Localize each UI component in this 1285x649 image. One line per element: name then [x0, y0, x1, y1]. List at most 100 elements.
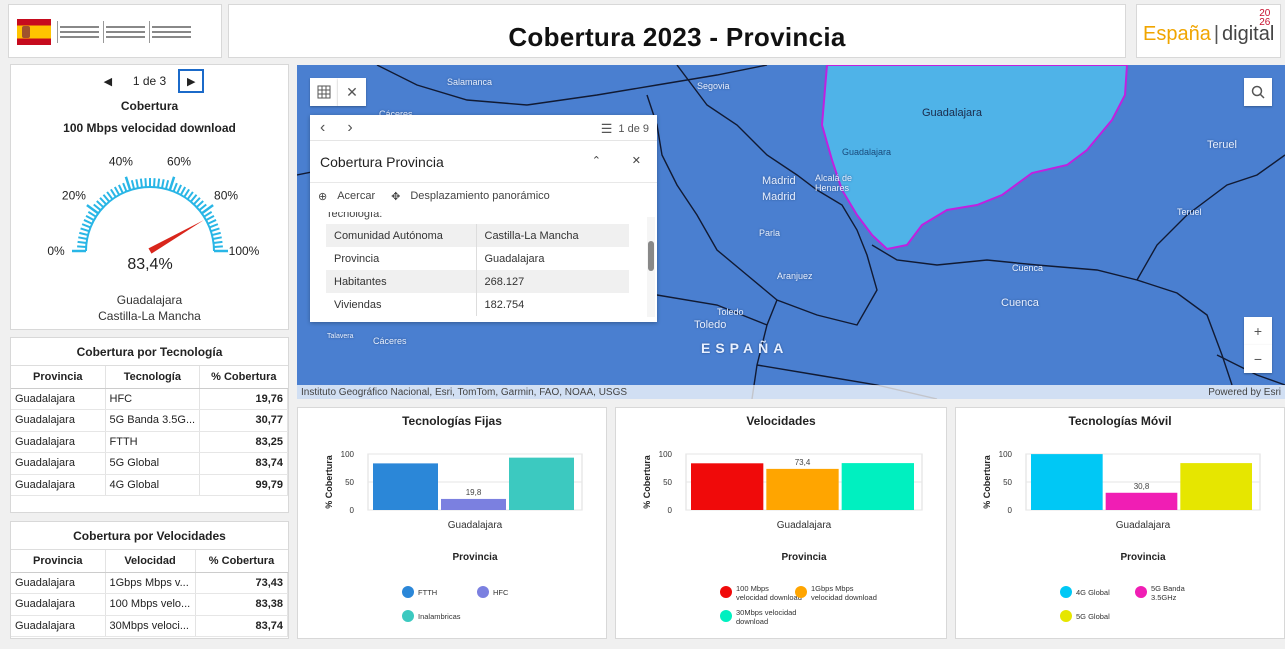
legend-swatch[interactable] [795, 586, 807, 598]
zoom-to-button[interactable]: Acercar [337, 190, 376, 202]
legend-label[interactable]: 1Gbps Mbps velocidad download [811, 584, 877, 602]
legend-swatch[interactable] [477, 586, 489, 598]
gauge-tick [198, 203, 207, 211]
guadalajara-province-shape[interactable] [820, 65, 1129, 251]
grid-icon [317, 85, 331, 99]
popup-next-button[interactable]: › [347, 118, 353, 136]
map-view[interactable]: Salamanca Segovia Cáceres Guadalajara Gu… [297, 65, 1285, 399]
powered-by-esri[interactable]: Powered by Esri [1208, 386, 1281, 398]
legend-swatch[interactable] [720, 610, 732, 622]
bar[interactable] [841, 463, 914, 510]
legend-label[interactable]: 5G Global [1076, 612, 1110, 621]
pan-button[interactable]: Desplazamiento panorámico [410, 190, 550, 202]
popup-prev-button[interactable]: ‹ [320, 118, 326, 136]
table-row[interactable]: Guadalajara HFC 19,76 [11, 388, 288, 410]
bar[interactable] [1031, 454, 1103, 510]
table-row[interactable]: Guadalajara 5G Banda 3.5G... 30,77 [11, 409, 288, 432]
popup-nav: ‹ › ☰ 1 de 9 [310, 115, 657, 141]
legend-label[interactable]: 5G Banda 3.5GHz [1151, 584, 1186, 602]
gauge-tick [83, 219, 93, 225]
y-axis-label: % Cobertura [324, 454, 334, 509]
column-header[interactable]: Velocidad [105, 550, 196, 573]
map-label: Henares [815, 183, 850, 193]
legend-swatch[interactable] [402, 610, 414, 622]
gauge-tick [99, 197, 107, 206]
legend-label[interactable]: 100 Mbps velocidad download [736, 584, 802, 602]
legend-swatch[interactable] [1060, 586, 1072, 598]
table-row[interactable]: Guadalajara 1Gbps Mbps v... 73,43 [11, 572, 288, 594]
map-label: Madrid [762, 175, 796, 187]
gauge-tick [168, 176, 176, 191]
popup-close-icon[interactable]: ✕ [631, 155, 641, 167]
gauge-dial: 0% 20% 40% 60% 80% 100% 83,4% [47, 155, 259, 273]
gauge-title: Cobertura [120, 99, 179, 113]
column-header[interactable]: % Cobertura [199, 366, 288, 389]
legend-label[interactable]: 30Mbps velocidad download [736, 608, 796, 626]
y-axis-label: % Cobertura [982, 454, 992, 509]
map-label: Cáceres [379, 109, 413, 119]
zoom-to-icon[interactable]: ⊕ [318, 190, 328, 203]
y-tick-label: 100 [999, 450, 1013, 459]
ministry-logo-panel [8, 4, 222, 58]
legend-swatch[interactable] [720, 586, 732, 598]
page-indicator: 1 de 3 [132, 74, 167, 88]
table-row[interactable]: Guadalajara FTTH 83,25 [11, 431, 288, 453]
map-canvas[interactable] [297, 65, 1285, 399]
basemap-toggle-button[interactable] [310, 78, 338, 106]
table-row[interactable]: Guadalajara 100 Mbps velo... 83,38 [11, 593, 288, 616]
y-tick-label: 0 [350, 506, 355, 515]
legend-label[interactable]: HFC [493, 588, 509, 597]
legend-swatch[interactable] [402, 586, 414, 598]
bar[interactable] [1105, 492, 1178, 510]
legend-label[interactable]: Inalambricas [418, 612, 461, 621]
legend-label[interactable]: 4G Global [1076, 588, 1110, 597]
bar-data-label: 73,4 [795, 458, 811, 467]
x-axis-label: Provincia [452, 552, 497, 563]
collapse-icon[interactable]: ⌃ [591, 155, 601, 167]
zoom-in-button[interactable]: + [1244, 317, 1272, 345]
y-tick-label: 100 [659, 450, 673, 459]
prev-page-button[interactable]: ◀ [103, 75, 113, 88]
legend-swatch[interactable] [1060, 610, 1072, 622]
gauge-tick [211, 231, 221, 237]
column-header[interactable]: Tecnología [105, 366, 201, 389]
column-header[interactable]: Provincia [11, 366, 106, 389]
bar[interactable] [373, 463, 438, 510]
gauge-tick [179, 186, 187, 196]
x-tick-label: Guadalajara [448, 520, 503, 531]
gauge-tick-label: 0% [47, 244, 65, 258]
gauge-tick [78, 236, 88, 240]
ministry-text-logo [57, 21, 191, 43]
bar[interactable] [691, 463, 764, 510]
map-label: Toledo [717, 307, 744, 317]
x-tick-label: Guadalajara [1116, 520, 1171, 531]
zoom-out-button[interactable]: − [1244, 345, 1272, 373]
bar[interactable] [766, 468, 839, 510]
coverage-by-technology-table: Cobertura por Tecnología Provincia Tecno… [10, 337, 289, 513]
feature-popup[interactable]: ‹ › ☰ 1 de 9 Cobertura Provincia ⌃ ✕ ⊕ A… [310, 115, 657, 322]
pan-icon[interactable]: ✥ [391, 190, 401, 203]
fixed-technologies-chart: Tecnologías Fijas 0 50 100 % Cobertura 19,8 G… [297, 407, 607, 639]
column-header[interactable]: % Cobertura [195, 550, 288, 573]
table-row[interactable]: Guadalajara 5G Global 83,74 [11, 452, 288, 475]
legend-label[interactable]: FTTH [418, 588, 437, 597]
gauge-tick [122, 182, 128, 192]
popup-feature-count[interactable]: ☰ 1 de 9 [600, 121, 649, 136]
table-row: Habitantes 268.127 [326, 270, 629, 293]
column-header[interactable]: Provincia [11, 550, 106, 573]
bar[interactable] [509, 457, 574, 510]
gauge-tick [139, 178, 143, 188]
bar[interactable] [1180, 463, 1252, 510]
legend-swatch[interactable] [1135, 586, 1147, 598]
next-page-button[interactable]: ▶ [178, 69, 205, 93]
gauge-tick [86, 204, 99, 215]
logo-year: 20 26 [1259, 8, 1271, 28]
popup-scrollbar[interactable] [647, 217, 655, 317]
bar[interactable] [441, 498, 506, 510]
table-row[interactable]: Guadalajara 4G Global 99,79 [11, 474, 288, 496]
close-icon[interactable]: ✕ [338, 78, 366, 106]
y-tick-label: 50 [663, 478, 672, 487]
gauge-tick [172, 182, 178, 192]
search-button[interactable] [1244, 78, 1272, 106]
table-row[interactable]: Guadalajara 30Mbps veloci... 83,74 [11, 615, 288, 637]
